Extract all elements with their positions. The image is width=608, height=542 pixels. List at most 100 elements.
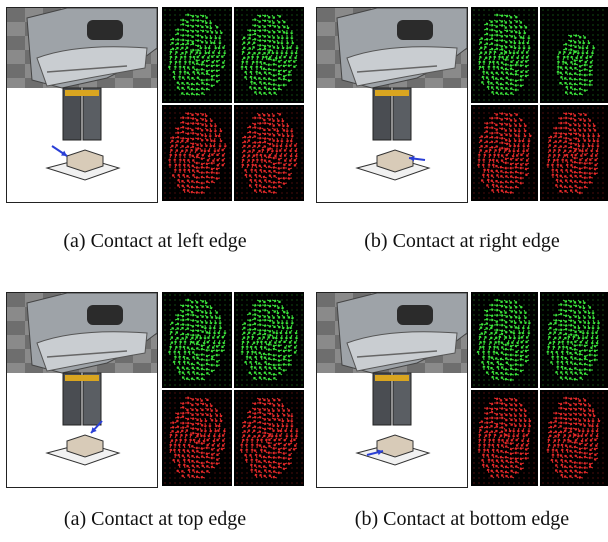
arrow-glyph xyxy=(482,443,487,449)
arrow-glyph xyxy=(169,41,174,46)
arrow-glyph xyxy=(251,407,257,411)
arrow-glyph xyxy=(498,401,504,406)
arrow-glyph xyxy=(204,29,210,33)
arrow-glyph xyxy=(213,329,217,335)
arrow-glyph xyxy=(199,402,205,406)
arrow-glyph xyxy=(519,78,525,82)
arrow-glyph xyxy=(173,340,178,346)
arrow-glyph xyxy=(195,460,201,464)
arrow-glyph xyxy=(295,44,299,50)
arrow-glyph xyxy=(490,474,495,479)
arrow-glyph xyxy=(261,402,267,406)
arrow-glyph xyxy=(281,324,285,330)
arrow-glyph xyxy=(261,44,267,48)
arrow-glyph xyxy=(588,171,594,175)
arrow-glyph xyxy=(241,336,246,341)
arrow-glyph xyxy=(516,54,520,60)
arrow-glyph xyxy=(518,24,523,29)
arrow-glyph xyxy=(285,319,289,325)
arrow-glyph xyxy=(256,34,262,38)
arrow-glyph xyxy=(522,44,526,50)
arrow-glyph xyxy=(221,334,226,339)
arrow-glyph xyxy=(250,438,254,444)
arrow-glyph xyxy=(492,345,497,351)
gripper-finger xyxy=(392,87,412,141)
arrow-glyph xyxy=(199,29,205,33)
arrow-glyph xyxy=(211,442,216,447)
arrow-glyph xyxy=(184,139,189,144)
arrow-glyph xyxy=(205,170,211,174)
arrow-glyph xyxy=(239,448,243,454)
arrow-glyph xyxy=(258,465,263,469)
arrow-glyph xyxy=(503,34,509,38)
arrow-glyph xyxy=(279,432,283,438)
arrow-glyph xyxy=(488,33,494,37)
arrow-glyph xyxy=(199,24,204,29)
arrow-glyph xyxy=(567,43,573,48)
arrow-glyph xyxy=(194,412,200,416)
arrow-glyph xyxy=(559,81,564,86)
arrow-glyph xyxy=(251,60,255,66)
arrow-glyph xyxy=(578,470,584,474)
arrow-glyph xyxy=(261,303,267,307)
arrow-glyph xyxy=(524,69,530,73)
arrow-glyph xyxy=(508,14,513,19)
arrow-glyph xyxy=(597,417,601,423)
arrow-glyph xyxy=(279,329,283,335)
arrow-glyph xyxy=(256,434,261,439)
arrow-glyph xyxy=(208,132,212,138)
arrow-glyph xyxy=(200,67,206,72)
arrow-glyph xyxy=(557,421,563,425)
arrow-glyph xyxy=(223,49,227,55)
arrow-glyph xyxy=(264,340,268,346)
arrow-glyph xyxy=(200,455,206,459)
arrow-glyph xyxy=(568,440,574,444)
arrow-glyph xyxy=(207,334,211,340)
arrow-glyph xyxy=(285,34,289,40)
arrow-glyph xyxy=(486,365,490,371)
arrow-glyph xyxy=(200,470,206,474)
arrow-glyph xyxy=(591,314,596,320)
arrow-glyph xyxy=(487,350,491,356)
arrow-glyph xyxy=(573,445,579,449)
arrow-glyph xyxy=(573,165,579,169)
arrow-glyph xyxy=(477,163,481,169)
arrow-glyph xyxy=(189,29,195,33)
arrow-glyph xyxy=(255,70,259,76)
arrow-glyph xyxy=(272,357,278,361)
arrow-glyph xyxy=(263,62,268,66)
arrow-glyph xyxy=(577,422,583,426)
arrow-glyph xyxy=(199,137,204,142)
arrow-glyph xyxy=(199,314,205,318)
arrow-glyph xyxy=(251,158,255,164)
arrow-glyph xyxy=(557,425,563,429)
arrow-glyph xyxy=(195,59,201,63)
arrow-glyph xyxy=(567,314,572,319)
arrow-glyph xyxy=(498,122,504,126)
arrow-glyph xyxy=(593,172,599,176)
arrow-glyph xyxy=(256,14,262,18)
arrow-glyph xyxy=(246,429,251,434)
arrow-glyph xyxy=(491,453,495,459)
arrow-glyph xyxy=(259,438,264,444)
arrow-glyph xyxy=(277,87,283,91)
arrow-glyph xyxy=(218,324,222,330)
arrow-glyph xyxy=(181,376,186,381)
arrow-glyph xyxy=(210,363,216,367)
arrow-glyph xyxy=(567,427,573,431)
arrow-glyph xyxy=(583,344,589,348)
arrow-glyph xyxy=(587,407,591,412)
arrow-glyph xyxy=(251,411,257,416)
caption-bottom-edge: (b) Contact at bottom edge xyxy=(354,508,570,530)
arrow-glyph xyxy=(266,117,272,121)
arrow-glyph xyxy=(589,64,594,68)
arrow-glyph xyxy=(256,149,261,154)
arrow-glyph xyxy=(206,470,211,474)
arrow-glyph xyxy=(291,39,295,45)
arrow-glyph xyxy=(217,49,221,55)
arrow-glyph xyxy=(520,69,525,74)
arrow-glyph xyxy=(481,463,485,469)
arrow-glyph xyxy=(491,158,495,164)
arrow-glyph xyxy=(268,371,273,376)
arrow-glyph xyxy=(214,309,218,314)
